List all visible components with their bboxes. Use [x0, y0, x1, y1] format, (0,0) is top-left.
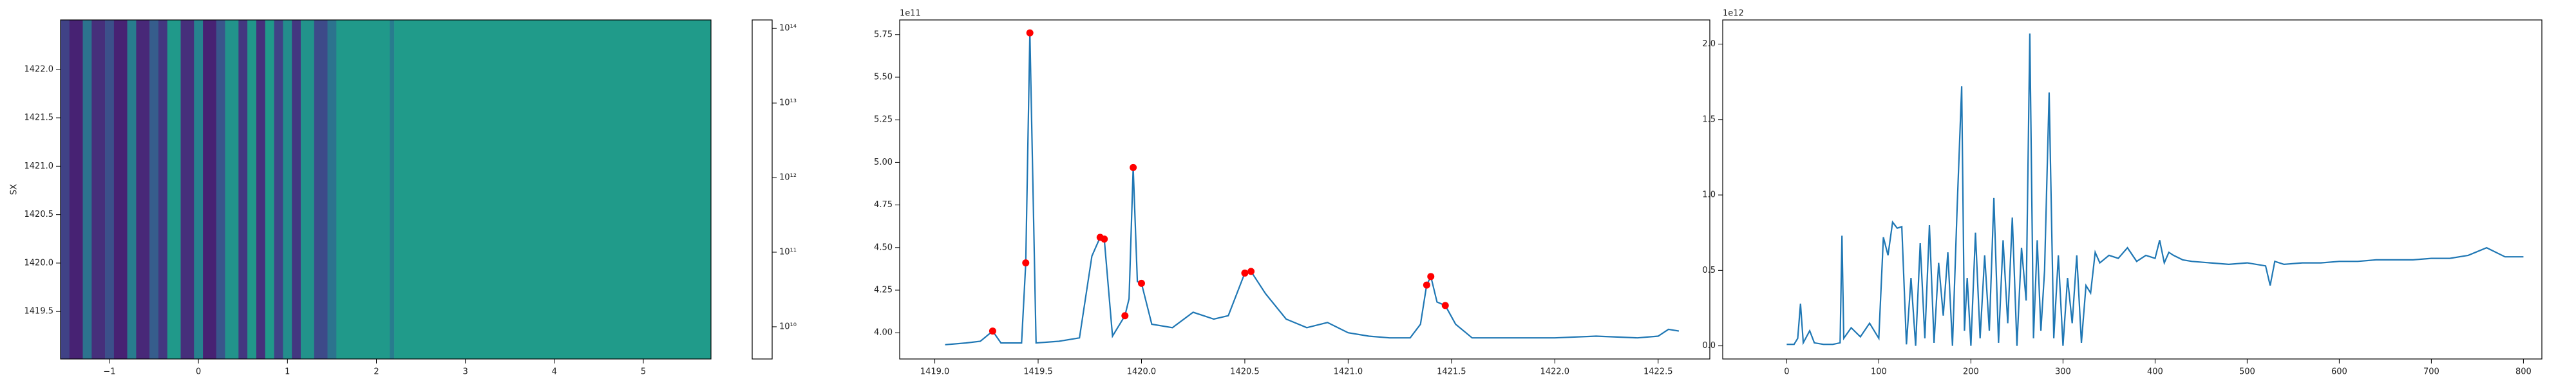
y-tick-label: 5.75 — [874, 30, 893, 39]
heatmap-cell — [292, 20, 301, 359]
y-tick-label: 1421.0 — [24, 161, 54, 171]
heatmap-cell — [314, 20, 328, 359]
heatmap-cell — [91, 20, 106, 359]
peak-marker — [1241, 270, 1249, 277]
y-tick-label: 2.0 — [1702, 39, 1716, 49]
x-tick-label: 0 — [1784, 367, 1789, 377]
heatmap-cell — [265, 20, 274, 359]
x-tick-label: 1421.5 — [1437, 367, 1466, 377]
colorbar-tick-label: 10¹⁰ — [779, 322, 797, 331]
y-tick-label: 4.75 — [874, 200, 893, 210]
heatmap-cell — [256, 20, 266, 359]
y-tick-label: 1.0 — [1702, 190, 1716, 200]
data-line — [1786, 33, 2524, 346]
heatmap-cell — [194, 20, 204, 359]
colorbar-tick-label: 10¹⁴ — [779, 24, 797, 33]
peak-marker — [1247, 268, 1255, 275]
peak-marker — [1427, 273, 1435, 280]
heatmap-cell — [283, 20, 292, 359]
y-tick-label: 1.5 — [1702, 115, 1716, 124]
offset-label: 1e11 — [900, 9, 921, 19]
peak-marker — [1026, 29, 1034, 37]
x-tick-label: 2 — [374, 367, 379, 377]
heatmap-cell — [247, 20, 257, 359]
x-tick-label: 500 — [2239, 367, 2255, 377]
x-tick-label: 700 — [2423, 367, 2439, 377]
heatmap-cell — [394, 20, 712, 359]
axes-frame — [899, 19, 1710, 360]
heatmap-cell — [274, 20, 283, 359]
peak-marker — [1441, 302, 1449, 309]
colorbar-tick-label: 10¹² — [779, 173, 797, 183]
peak-marker — [989, 327, 996, 335]
x-tick-label: 200 — [1963, 367, 1979, 377]
x-tick-label: 1422.5 — [1643, 367, 1673, 377]
x-tick-label: 3 — [463, 367, 468, 377]
y-tick-label: 0.0 — [1702, 341, 1716, 351]
y-tick-label: 1420.5 — [24, 210, 54, 219]
x-tick-label: 100 — [1871, 367, 1887, 377]
heatmap-cell — [301, 20, 315, 359]
y-tick-label: 4.50 — [874, 243, 893, 252]
y-tick-label: 1420.0 — [24, 258, 54, 268]
y-tick-label: 5.25 — [874, 115, 893, 125]
peak-marker — [1101, 235, 1108, 243]
y-tick-label: 5.00 — [874, 158, 893, 167]
heatmap-cell — [105, 20, 115, 359]
heatmap-cell — [69, 20, 83, 359]
heatmap-cell — [238, 20, 248, 359]
heatmap-cell — [327, 20, 337, 359]
x-tick-label: −1 — [103, 367, 115, 377]
heatmap-cell — [82, 20, 92, 359]
heatmap-cell — [61, 20, 70, 359]
heatmap-cell — [127, 20, 137, 359]
x-tick-label: 300 — [2055, 367, 2071, 377]
y-tick-label: 1422.0 — [24, 64, 54, 74]
x-tick-label: 1419.0 — [920, 367, 950, 377]
peak-marker — [1130, 163, 1137, 171]
heatmap-cell — [136, 20, 150, 359]
colorbar-tick-label: 10¹¹ — [779, 248, 797, 257]
x-tick-label: 1420.0 — [1127, 367, 1157, 377]
y-tick-label: 0.5 — [1702, 266, 1716, 275]
heatmap-cell — [336, 20, 390, 359]
axes-frame — [60, 19, 712, 360]
colorbar-tick-label: 10¹³ — [779, 98, 797, 108]
x-tick-label: 1 — [285, 367, 290, 377]
x-tick-label: 4 — [552, 367, 557, 377]
x-tick-label: 600 — [2331, 367, 2347, 377]
heatmap-cell — [149, 20, 159, 359]
axes-frame — [1722, 19, 2543, 360]
x-tick-label: 800 — [2515, 367, 2532, 377]
y-tick-label: 4.25 — [874, 286, 893, 295]
peak-marker — [1423, 281, 1430, 289]
peak-marker — [1121, 312, 1129, 320]
heatmap-cell — [158, 20, 168, 359]
x-tick-label: 1419.5 — [1023, 367, 1053, 377]
peak-marker — [1137, 279, 1145, 287]
data-line — [945, 33, 1680, 345]
heatmap-cell — [180, 20, 194, 359]
heatmap-cell — [113, 20, 128, 359]
y-tick-label: 1419.5 — [24, 307, 54, 317]
x-tick-label: 1422.0 — [1540, 367, 1570, 377]
x-tick-label: 1420.5 — [1230, 367, 1260, 377]
heatmap-cell — [225, 20, 239, 359]
x-tick-label: 1421.0 — [1334, 367, 1363, 377]
heatmap-cell — [203, 20, 217, 359]
y-tick-label: 1421.5 — [24, 113, 54, 123]
x-tick-label: 400 — [2147, 367, 2163, 377]
x-tick-label: 5 — [641, 367, 646, 377]
x-tick-label: 0 — [196, 367, 201, 377]
peak-marker — [1022, 259, 1030, 267]
y-tick-label: 5.50 — [874, 72, 893, 82]
heatmap-cell — [167, 20, 181, 359]
heatmap-cell — [390, 20, 395, 359]
colorbar — [752, 19, 773, 360]
y-tick-label: 4.00 — [874, 328, 893, 338]
offset-label: 1e12 — [1723, 9, 1744, 19]
y-axis-label: SX — [10, 184, 19, 195]
heatmap-cell — [216, 20, 225, 359]
